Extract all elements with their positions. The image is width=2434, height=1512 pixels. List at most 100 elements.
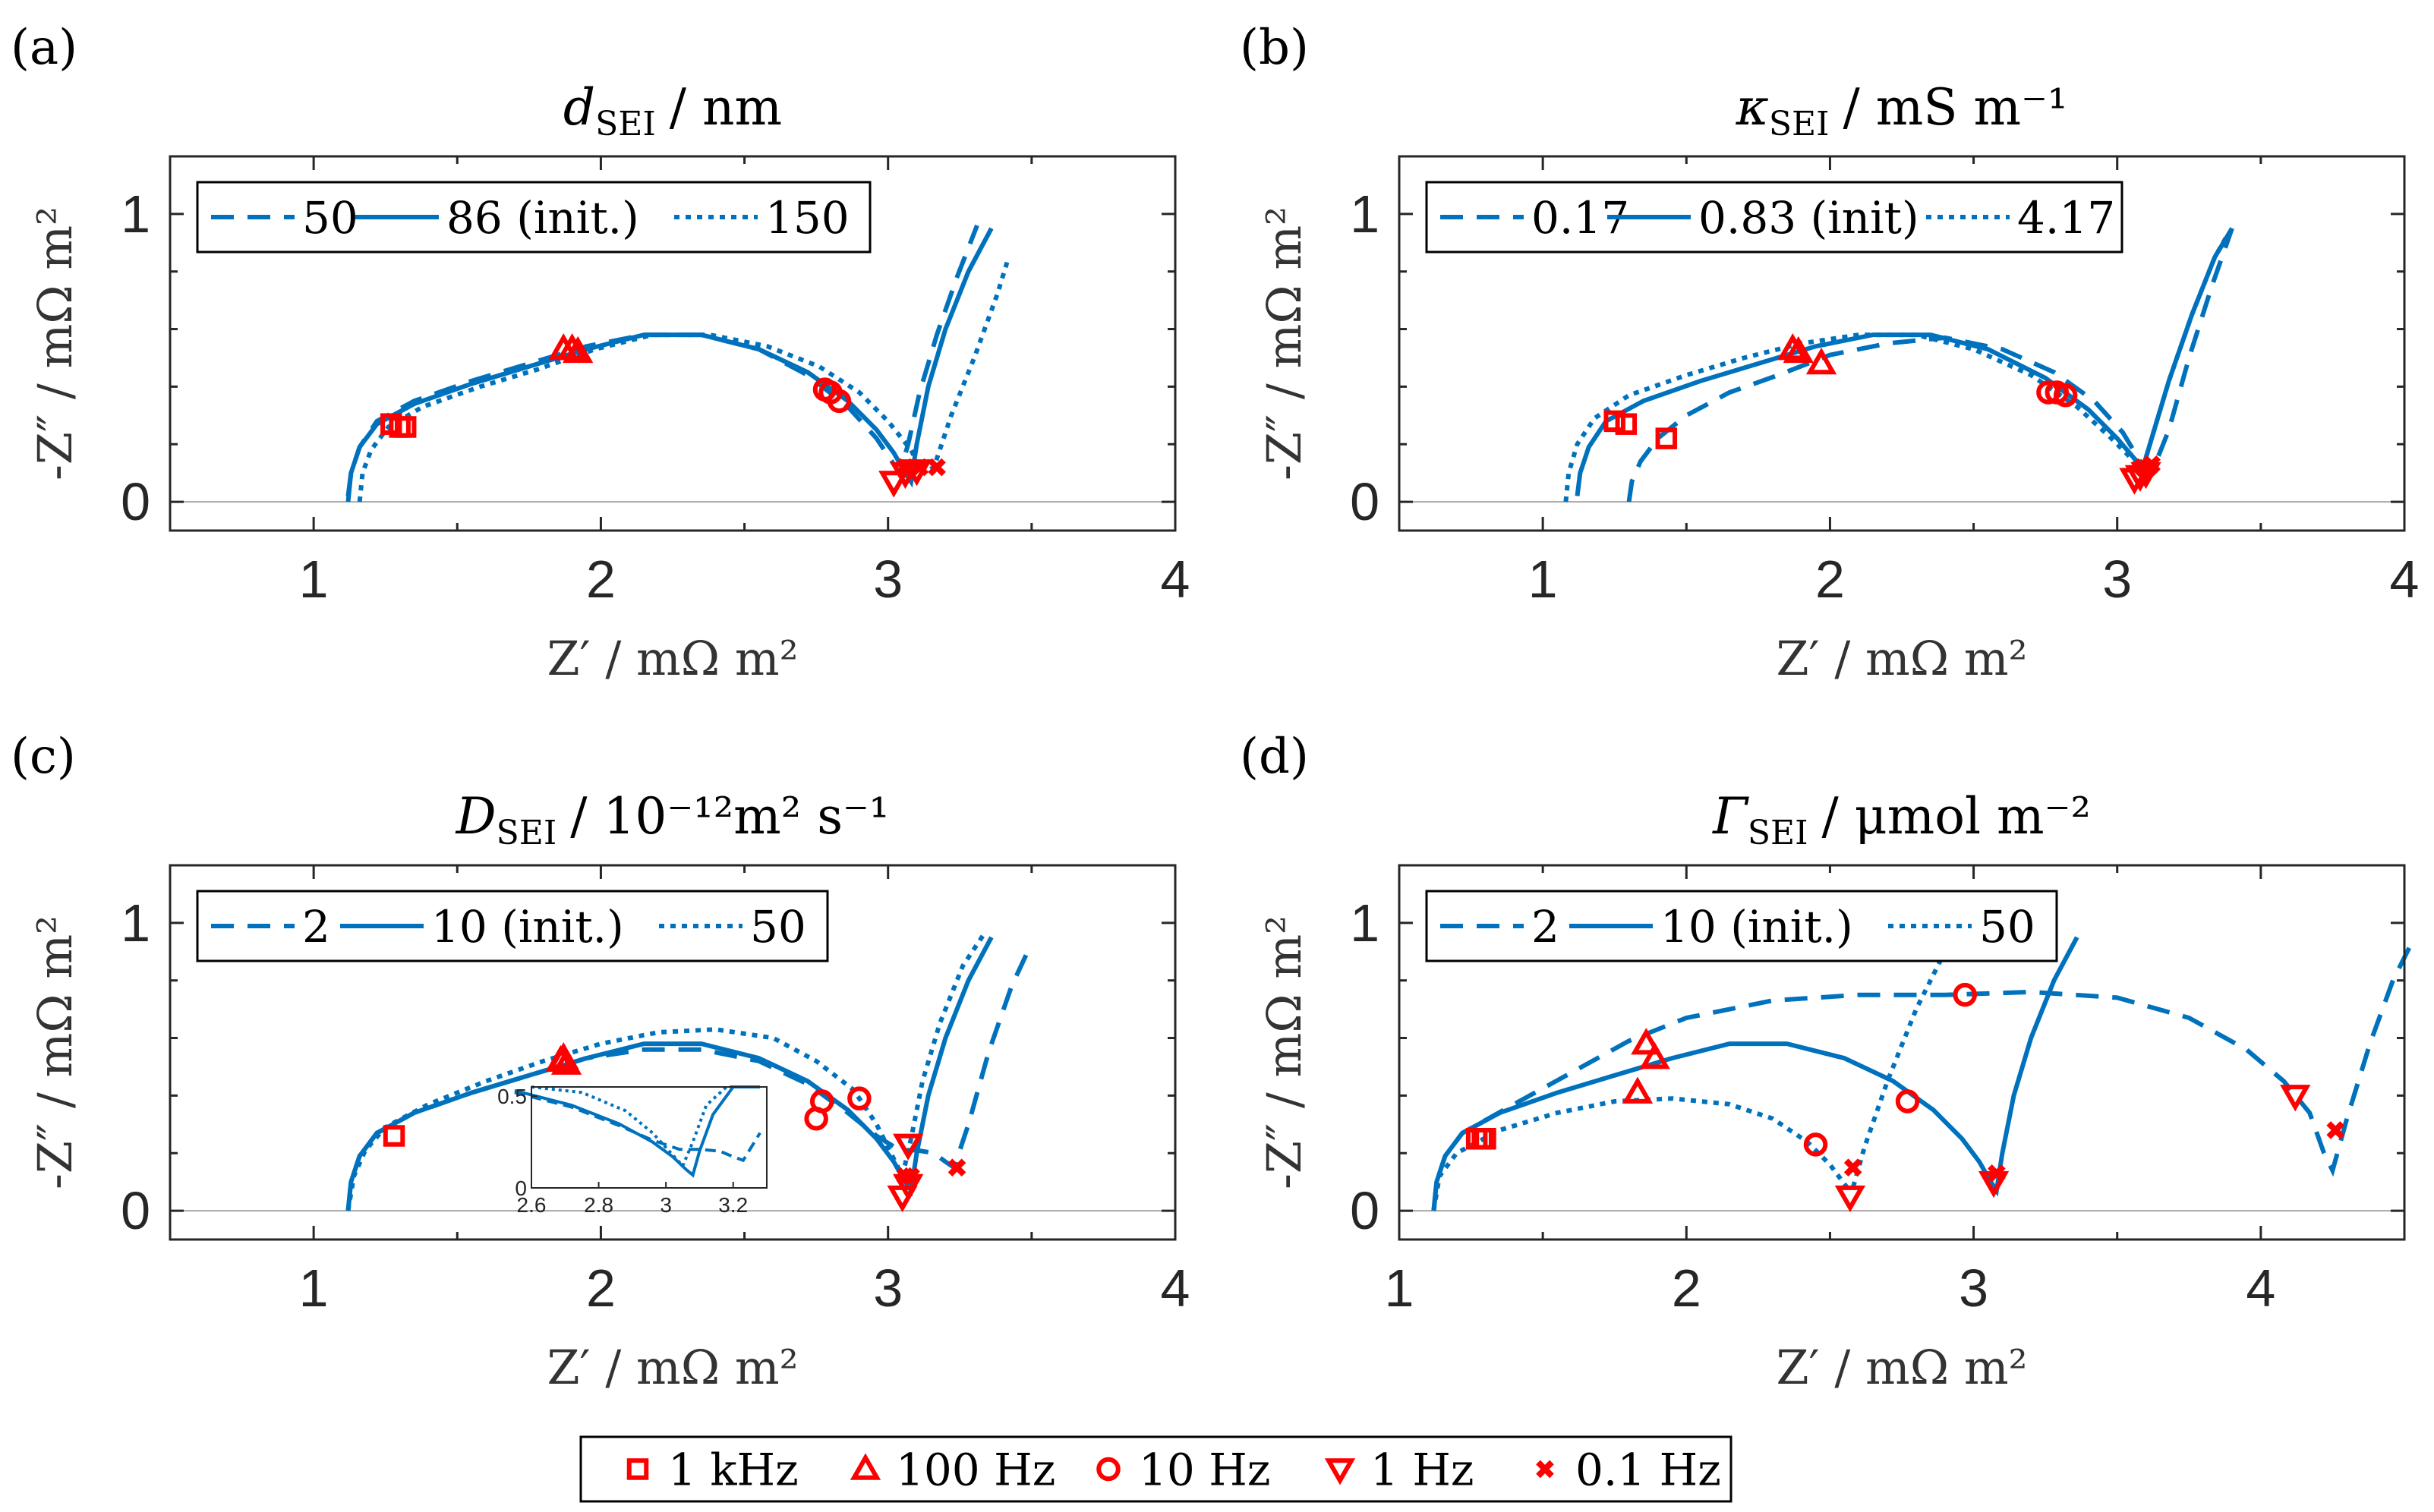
x-axis-label: Z′ / mΩ m² [547,631,798,686]
x-axis-label: Z′ / mΩ m² [1776,1340,2027,1395]
marker-triangle-down [2280,1085,2311,1112]
marker-triangle-up [1783,335,1814,364]
title-subscript: SEI [1769,105,1830,143]
panel-label: (d) [1240,729,1309,785]
marker-triangle-up [1622,1076,1654,1104]
x-tick-label: 1 [299,550,329,609]
marker-square [1474,1128,1496,1150]
x-tick-label: 3 [873,550,903,609]
axes-box [169,864,1177,1241]
marker-x [1843,1158,1862,1177]
legend-label: 86 (init.) [446,192,639,244]
panel-b: (b) κSEI / mS m⁻¹ 1 2 3 4 0 1 Z′ / mΩ m² -Z″ / mΩ … [1240,20,2419,686]
inset-x-tick-label: 3.2 [718,1193,748,1217]
legend-label: 2 [302,901,330,953]
y-tick-label: 0 [1350,1181,1379,1240]
legend-label: 50 [1979,901,2035,953]
marker-triangle-down [2119,468,2150,495]
marker-x [928,458,946,477]
frequency-markers [380,333,946,498]
frequency-legend-label: 0.1 Hz [1575,1444,1721,1496]
marker-triangle-up [562,335,594,364]
marker-triangle-up [556,333,588,361]
marker-triangle-up [1639,1042,1670,1069]
inset-series-solid [514,1085,761,1178]
series-legend: 50 86 (init.) 150 [196,181,872,254]
marker-x [1988,1164,2006,1183]
x-tick-label: 2 [586,1258,616,1318]
marker-triangle-up [1805,347,1837,375]
marker-circle [1895,1089,1920,1114]
y-tick-label: 0 [121,1181,150,1240]
title-symbol: Γ [1711,787,1749,846]
title-symbol: d [563,78,595,137]
legend-box [196,181,872,254]
series-legend: 2 10 (init.) 50 [1425,890,2058,962]
x-tick-label: 2 [586,550,616,609]
marker-x [910,458,929,477]
y-tick-label: 0 [121,472,150,531]
marker-circle [2053,383,2078,408]
title-subscript: SEI [1748,814,1808,852]
y-axis-label: -Z″ / mΩ m² [1256,206,1312,480]
panel-c: (c) DSEI / 10⁻¹²m² s⁻¹ 1 2 3 4 0 1 Z′ / mΩ m² -Z″ … [11,729,1190,1395]
y-axis-label: -Z″ / mΩ m² [1256,915,1312,1189]
frequency-markers [1465,982,2345,1213]
marker-triangle-down [878,471,910,498]
legend-box [1425,890,2058,962]
legend-label: 50 [750,901,806,953]
y-tick-label: 1 [1350,184,1379,244]
title-subscript: SEI [595,105,656,143]
frequency-legend-label: 1 Hz [1370,1444,1474,1496]
marker-x [902,1167,920,1186]
x-axis-label: Z′ / mΩ m² [547,1340,798,1395]
x-tick-label: 1 [1528,550,1558,609]
legend-label: 10 (init.) [431,901,624,953]
legend-box [196,890,829,962]
x-tick-label: 4 [1161,550,1190,609]
x-axis-label: Z′ / mΩ m² [1776,631,2027,686]
frequency-legend-label: 1 kHz [668,1444,799,1496]
inset-x-tick-label: 2.6 [517,1193,547,1217]
legend-box [1425,181,2123,254]
marker-x [896,458,915,477]
legend-label: 10 (init.) [1660,901,1853,953]
title-symbol: κ [1736,78,1769,137]
marker-x [947,1158,966,1177]
inset-y-tick-label: 0 [515,1177,527,1200]
chart-title: DSEI / 10⁻¹²m² s⁻¹ [456,787,890,852]
title-unit: / nm [670,78,782,137]
frequency-legend-label: 100 Hz [896,1444,1055,1496]
marker-square [383,1125,405,1147]
y-tick-label: 1 [1350,893,1379,953]
marker-triangle-up [1777,333,1808,361]
marker-triangle-down [893,1133,924,1161]
legend-marker-triangle-up [850,1453,881,1480]
x-tick-label: 2 [1815,550,1845,609]
marker-circle [1803,1132,1828,1157]
marker-triangle-up [1631,1028,1662,1055]
y-axis-label: -Z″ / mΩ m² [27,915,83,1189]
axes-box [1398,864,2406,1241]
series-legend: 2 10 (init.) 50 [196,890,829,962]
inset-series-dashed [514,1091,761,1163]
inset-x-tick-label: 3 [660,1193,672,1217]
panel-label: (a) [11,20,77,76]
y-tick-label: 1 [121,184,150,244]
series-legend: 0.17 0.83 (init) 4.17 [1425,181,2123,254]
legend-label: 0.83 (init) [1698,192,1919,244]
inset-y-tick-label: 0.5 [497,1085,527,1108]
marker-square [1655,427,1678,449]
marker-triangle-down [1834,1185,1866,1213]
marker-square [394,416,417,438]
marker-x [2326,1121,2345,1139]
y-tick-label: 0 [1350,472,1379,531]
x-tick-label: 3 [1959,1258,1988,1318]
title-unit: / 10⁻¹²m² s⁻¹ [570,787,889,846]
inset-x-tick-label: 2.8 [584,1193,613,1217]
series-group [345,930,1034,1211]
title-unit: / μmol m⁻² [1822,787,2091,846]
marker-x [2142,455,2161,474]
x-tick-label: 4 [2390,550,2420,609]
